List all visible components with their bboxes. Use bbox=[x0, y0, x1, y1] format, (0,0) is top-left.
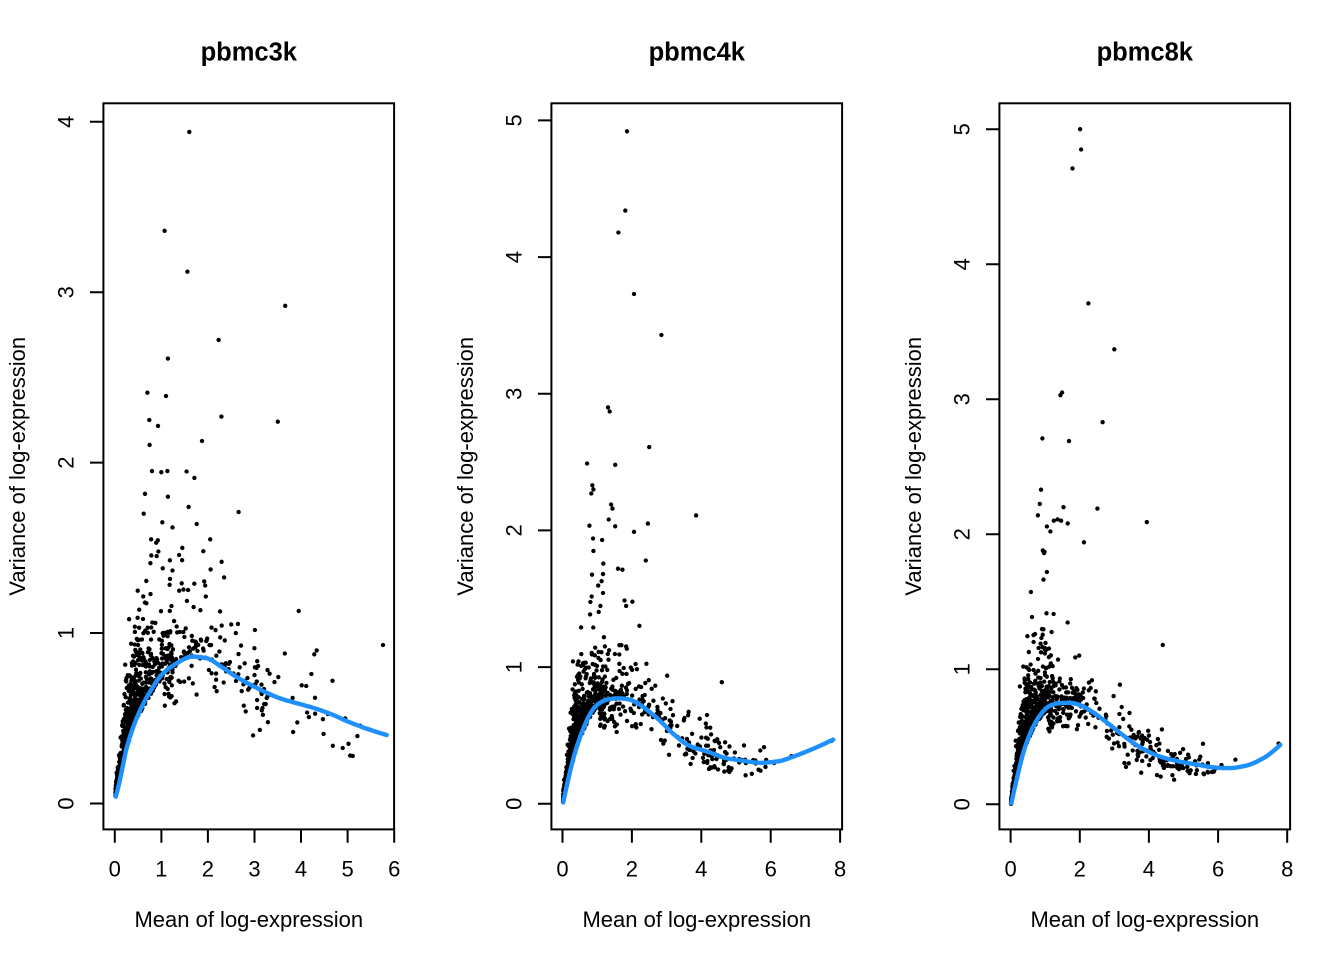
svg-text:0: 0 bbox=[950, 798, 975, 810]
svg-text:4: 4 bbox=[502, 251, 527, 263]
svg-text:1: 1 bbox=[502, 661, 527, 673]
svg-text:Variance of log-expression: Variance of log-expression bbox=[453, 337, 478, 596]
svg-text:Mean of log-expression: Mean of log-expression bbox=[134, 907, 363, 932]
svg-text:Variance of log-expression: Variance of log-expression bbox=[901, 337, 926, 596]
svg-text:4: 4 bbox=[695, 856, 707, 881]
svg-text:1: 1 bbox=[950, 663, 975, 675]
svg-text:Mean of log-expression: Mean of log-expression bbox=[582, 907, 811, 932]
svg-text:3: 3 bbox=[502, 388, 527, 400]
svg-text:0: 0 bbox=[556, 856, 568, 881]
svg-text:pbmc8k: pbmc8k bbox=[1097, 39, 1194, 67]
svg-text:3: 3 bbox=[54, 286, 79, 298]
svg-text:4: 4 bbox=[54, 116, 79, 128]
svg-text:8: 8 bbox=[834, 856, 846, 881]
svg-text:6: 6 bbox=[1212, 856, 1224, 881]
svg-text:6: 6 bbox=[765, 856, 777, 881]
svg-text:pbmc4k: pbmc4k bbox=[649, 39, 746, 67]
svg-text:0: 0 bbox=[54, 797, 79, 809]
svg-text:4: 4 bbox=[295, 856, 307, 881]
svg-text:2: 2 bbox=[950, 528, 975, 540]
svg-text:0: 0 bbox=[109, 856, 121, 881]
svg-text:2: 2 bbox=[626, 856, 638, 881]
svg-text:5: 5 bbox=[950, 123, 975, 135]
svg-text:pbmc3k: pbmc3k bbox=[201, 39, 298, 67]
svg-text:5: 5 bbox=[341, 856, 353, 881]
svg-text:1: 1 bbox=[54, 627, 79, 639]
svg-text:2: 2 bbox=[54, 456, 79, 468]
svg-text:2: 2 bbox=[502, 524, 527, 536]
svg-text:6: 6 bbox=[388, 856, 400, 881]
svg-text:1: 1 bbox=[155, 856, 167, 881]
svg-text:4: 4 bbox=[950, 258, 975, 270]
svg-text:2: 2 bbox=[1074, 856, 1086, 881]
svg-text:4: 4 bbox=[1143, 856, 1155, 881]
svg-text:2: 2 bbox=[202, 856, 214, 881]
svg-text:Mean of log-expression: Mean of log-expression bbox=[1030, 907, 1259, 932]
svg-text:Variance of log-expression: Variance of log-expression bbox=[5, 337, 30, 596]
svg-text:3: 3 bbox=[248, 856, 260, 881]
svg-text:0: 0 bbox=[1004, 856, 1016, 881]
svg-text:0: 0 bbox=[502, 798, 527, 810]
svg-text:8: 8 bbox=[1281, 856, 1293, 881]
svg-text:3: 3 bbox=[950, 393, 975, 405]
svg-text:5: 5 bbox=[502, 114, 527, 126]
